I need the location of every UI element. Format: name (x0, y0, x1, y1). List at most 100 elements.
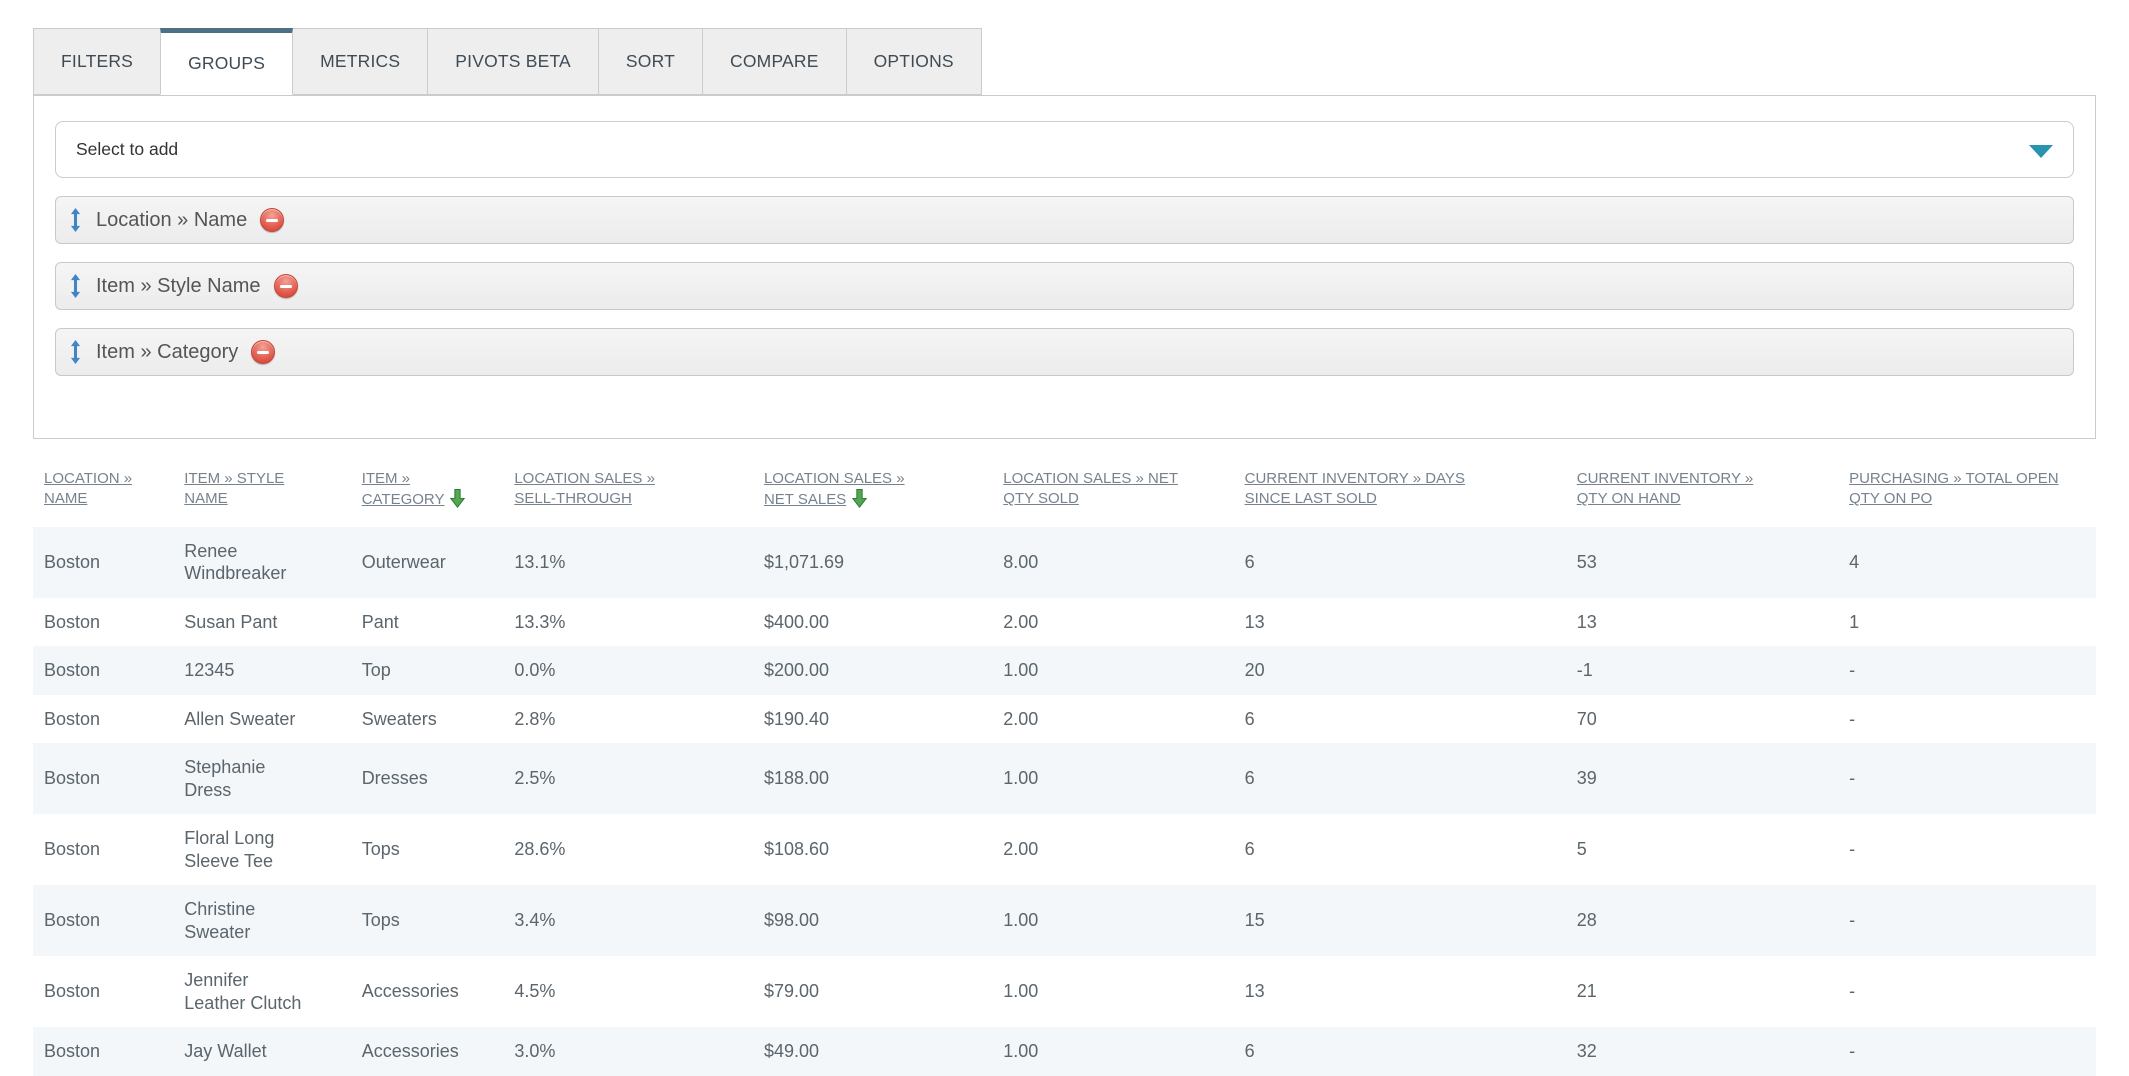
drag-handle-icon[interactable] (70, 340, 81, 364)
table-cell: 8.00 (1003, 551, 1039, 572)
table-cell: Outerwear (361, 551, 446, 572)
table-cell: 1.00 (1003, 1041, 1039, 1061)
table-cell: Sweaters (361, 708, 437, 729)
tab-filters[interactable]: FILTERS (33, 28, 162, 95)
table-row: Boston Jennifer Leather Clutch Accessories… (33, 956, 2096, 1027)
chevron-down-icon (2029, 144, 2053, 158)
table-cell: 70 (1576, 708, 1597, 729)
table-cell: Floral Long Sleeve Tee (184, 828, 275, 871)
table-header-row: LOCATION » NAME ITEM » STYLE NAME ITEM » CATE… (33, 453, 2096, 527)
sort-descending-icon (851, 489, 868, 514)
drag-handle-icon[interactable] (70, 274, 81, 298)
column-header-7[interactable]: CURRENT INVENTORY » DAYS SINCE LAST SOLD (1244, 470, 1465, 508)
table-cell: 32 (1576, 1041, 1597, 1061)
table-cell: - (1849, 768, 1856, 789)
table-cell: 3.4% (514, 910, 556, 931)
table-cell: 1.00 (1003, 660, 1039, 680)
group-label: Location » Name (96, 208, 248, 231)
table-cell: 15 (1244, 910, 1265, 931)
table-cell: 2.00 (1003, 611, 1039, 632)
table-cell: 13.3% (514, 611, 566, 632)
table-cell: Boston (44, 1041, 101, 1061)
table-cell: $190.40 (763, 708, 830, 729)
table-cell: Stephanie Dress (184, 757, 266, 800)
results-table: LOCATION » NAME ITEM » STYLE NAME ITEM » CATE… (33, 453, 2096, 1076)
table-cell: 13 (1244, 981, 1265, 1002)
table-cell: $1,071.69 (763, 551, 845, 572)
table-cell: Boston (44, 611, 101, 632)
tab-sort[interactable]: SORT (597, 28, 704, 95)
table-row: Boston 12345 Top 0.0% $200.00 1.00 20 -1 - (33, 646, 2096, 695)
group-select-dropdown[interactable]: Select to add (55, 121, 2074, 178)
table-cell: - (1849, 839, 1856, 860)
table-cell: 13 (1244, 611, 1265, 632)
column-header-8[interactable]: CURRENT INVENTORY » QTY ON HAND (1576, 470, 1754, 508)
table-cell: Accessories (361, 981, 459, 1002)
table-cell: 2.8% (514, 708, 556, 729)
column-header-2[interactable]: ITEM » STYLE NAME (184, 470, 285, 508)
table-cell: Accessories (361, 1041, 459, 1061)
table-cell: Top (361, 660, 391, 680)
table-cell: Boston (44, 551, 101, 572)
table-cell: 4.5% (514, 981, 556, 1002)
group-label: Item » Style Name (96, 274, 261, 297)
table-cell: 0.0% (514, 660, 556, 680)
table-cell: 13 (1576, 611, 1597, 632)
table-cell: $188.00 (763, 768, 830, 789)
column-header-1[interactable]: LOCATION » NAME (44, 470, 133, 508)
table-cell: Boston (44, 981, 101, 1002)
tab-bar: FILTERS GROUPS METRICS PIVOTS BETA SORT … (33, 28, 2096, 95)
remove-group-icon[interactable] (260, 208, 285, 232)
table-cell: Allen Sweater (184, 708, 296, 729)
table-cell: 6 (1244, 1041, 1255, 1061)
sort-descending-icon (450, 489, 466, 514)
tab-groups[interactable]: GROUPS (160, 28, 294, 95)
table-row: Boston Stephanie Dress Dresses 2.5% $188.00 1… (33, 743, 2096, 814)
groups-panel: Select to add Location » Name Item » Sty… (33, 95, 2096, 439)
table-cell: 5 (1576, 839, 1587, 860)
column-header-5[interactable]: LOCATION SALES » NET SALES (753, 453, 992, 527)
table-cell: Tops (361, 839, 400, 860)
group-row-item-style-name: Item » Style Name (55, 262, 2074, 310)
table-cell: - (1849, 981, 1856, 1002)
table-cell: - (1849, 708, 1856, 729)
column-header-4[interactable]: LOCATION SALES » SELL-THROUGH (514, 470, 655, 508)
table-cell: Jennifer Leather Clutch (184, 970, 302, 1013)
group-select-placeholder: Select to add (76, 139, 179, 159)
table-row: Boston Renee Windbreaker Outerwear 13.1% $1,… (33, 526, 2096, 598)
tab-metrics[interactable]: METRICS (292, 28, 429, 95)
table-cell: 13.1% (514, 551, 566, 572)
table-cell: Susan Pant (184, 611, 278, 632)
table-cell: 1.00 (1003, 768, 1039, 789)
tab-pivots-beta[interactable]: PIVOTS BETA (427, 28, 599, 95)
table-cell: Dresses (361, 768, 428, 789)
table-cell: Renee Windbreaker (184, 540, 287, 584)
column-header-6[interactable]: LOCATION SALES » NET QTY SOLD (1003, 470, 1179, 508)
table-cell: - (1849, 910, 1856, 931)
table-cell: 21 (1576, 981, 1597, 1002)
table-row: Boston Allen Sweater Sweaters 2.8% $190.40 2.… (33, 695, 2096, 744)
group-row-item-category: Item » Category (55, 328, 2074, 376)
tab-compare[interactable]: COMPARE (702, 28, 847, 95)
table-cell: $400.00 (763, 611, 830, 632)
table-cell: - (1849, 1041, 1856, 1061)
table-cell: 2.00 (1003, 839, 1039, 860)
column-header-9[interactable]: PURCHASING » TOTAL OPEN QTY ON PO (1849, 470, 2059, 508)
column-header-3[interactable]: ITEM » CATEGORY (351, 453, 504, 527)
drag-handle-icon[interactable] (70, 208, 81, 232)
remove-group-icon[interactable] (273, 274, 298, 298)
table-row: Boston Christine Sweater Tops 3.4% $98.00 1.0… (33, 885, 2096, 956)
group-row-location-name: Location » Name (55, 196, 2074, 244)
table-cell: 1.00 (1003, 910, 1039, 931)
table-cell: 6 (1244, 768, 1255, 789)
table-cell: Boston (44, 660, 101, 680)
table-cell: 6 (1244, 708, 1255, 729)
group-label: Item » Category (96, 340, 239, 363)
remove-group-icon[interactable] (251, 340, 276, 364)
table-cell: 53 (1576, 551, 1597, 572)
table-cell: 1 (1849, 611, 1860, 632)
table-cell: $49.00 (763, 1041, 820, 1061)
table-cell: Boston (44, 768, 101, 789)
tab-options[interactable]: OPTIONS (845, 28, 982, 95)
